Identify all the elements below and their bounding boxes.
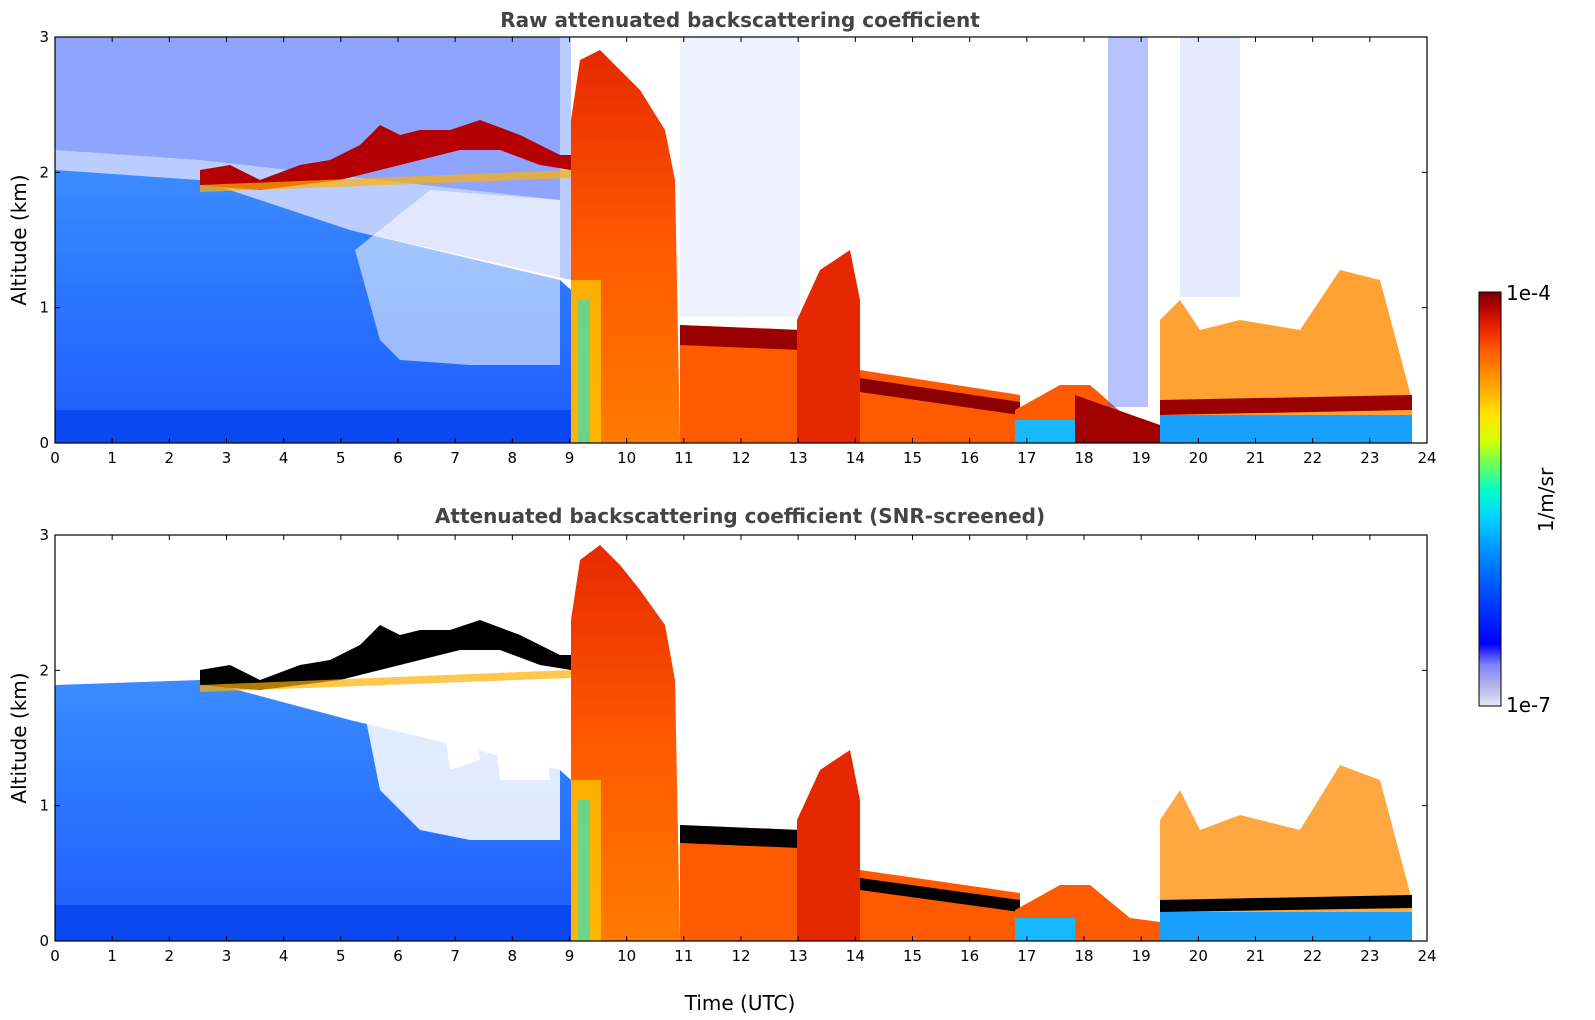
x-tick-label: 20 <box>1189 947 1208 965</box>
x-tick-label: 18 <box>1074 449 1093 467</box>
x-tick-label: 16 <box>960 449 979 467</box>
x-tick-label: 2 <box>165 449 175 467</box>
colorbar-max-label: 1e-4 <box>1506 281 1551 305</box>
x-tick-label: 15 <box>903 947 922 965</box>
x-tick-label: 7 <box>450 947 460 965</box>
x-tick-label: 17 <box>1017 947 1036 965</box>
x-tick-label: 11 <box>674 449 693 467</box>
x-tick-label: 21 <box>1246 947 1265 965</box>
screened-plot-area: 0 1 2 3 4 5 6 7 8 9 10 11 12 13 14 15 16 17 18 19 20 21 22 23 24… <box>39 526 1436 965</box>
x-tick-label: 3 <box>222 947 232 965</box>
x-tick-label: 19 <box>1132 449 1151 467</box>
colorbar-min-label: 1e-7 <box>1506 693 1551 717</box>
screened-xlabel: Time (UTC) <box>684 991 796 1015</box>
y-tick-label: 1 <box>39 797 49 815</box>
colorbar-scale <box>1478 291 1502 707</box>
x-tick-label: 9 <box>565 947 575 965</box>
x-tick-label: 1 <box>107 449 117 467</box>
x-tick-label: 7 <box>450 449 460 467</box>
x-tick-label: 23 <box>1360 449 1379 467</box>
x-tick-label: 8 <box>508 947 518 965</box>
x-tick-label: 24 <box>1417 449 1436 467</box>
x-tick-label: 19 <box>1132 947 1151 965</box>
y-tick-label: 2 <box>39 661 49 679</box>
raw-panel-title: Raw attenuated backscattering coefficien… <box>500 8 980 32</box>
y-tick-label: 1 <box>39 299 49 317</box>
x-tick-label: 16 <box>960 947 979 965</box>
x-tick-label: 23 <box>1360 947 1379 965</box>
screened-backscatter-panel: Attenuated backscattering coefficient (S… <box>7 504 1437 1015</box>
y-tick-label: 0 <box>39 932 49 950</box>
x-tick-label: 13 <box>789 947 808 965</box>
x-tick-label: 5 <box>336 449 346 467</box>
x-tick-label: 4 <box>279 947 289 965</box>
y-tick-label: 3 <box>39 526 49 544</box>
x-tick-label: 21 <box>1246 449 1265 467</box>
x-tick-label: 5 <box>336 947 346 965</box>
x-tick-label: 4 <box>279 449 289 467</box>
x-tick-label: 17 <box>1017 449 1036 467</box>
x-tick-label: 12 <box>731 947 750 965</box>
raw-axis-ticks: 0 1 2 3 4 5 6 7 8 9 10 11 12 13 14 15 16 17 18 19 20 21 22 23 24… <box>39 28 1436 467</box>
colorbar: 1e-4 1e-7 1/m/sr <box>1478 281 1558 717</box>
screened-axis-ticks: 0 1 2 3 4 5 6 7 8 9 10 11 12 13 14 15 16 17 18 19 20 21 22 23 24… <box>39 526 1436 965</box>
x-tick-label: 14 <box>846 947 865 965</box>
x-tick-label: 18 <box>1074 947 1093 965</box>
y-tick-label: 0 <box>39 434 49 452</box>
x-tick-label: 10 <box>617 947 636 965</box>
x-tick-label: 11 <box>674 947 693 965</box>
raw-backscatter-panel: Raw attenuated backscattering coefficien… <box>7 8 1437 467</box>
colorbar-unit-label: 1/m/sr <box>1534 467 1558 532</box>
raw-heatmap <box>55 37 1427 443</box>
x-tick-label: 14 <box>846 449 865 467</box>
screened-ylabel: Altitude (km) <box>7 672 31 803</box>
x-tick-label: 13 <box>789 449 808 467</box>
x-tick-label: 0 <box>50 947 60 965</box>
raw-plot-area: 0 1 2 3 4 5 6 7 8 9 10 11 12 13 14 15 16 17 18 19 20 21 22 23 24… <box>39 28 1436 467</box>
aerosol-layer-blue <box>55 170 571 443</box>
x-tick-label: 12 <box>731 449 750 467</box>
x-tick-label: 0 <box>50 449 60 467</box>
x-tick-label: 20 <box>1189 449 1208 467</box>
x-tick-label: 22 <box>1303 947 1322 965</box>
x-tick-label: 6 <box>393 947 403 965</box>
x-tick-label: 15 <box>903 449 922 467</box>
x-tick-label: 22 <box>1303 449 1322 467</box>
x-tick-label: 2 <box>165 947 175 965</box>
x-tick-label: 8 <box>508 449 518 467</box>
x-tick-label: 9 <box>565 449 575 467</box>
x-tick-label: 1 <box>107 947 117 965</box>
screened-heatmap <box>55 535 1427 941</box>
x-tick-label: 6 <box>393 449 403 467</box>
x-tick-label: 3 <box>222 449 232 467</box>
x-tick-label: 24 <box>1417 947 1436 965</box>
y-tick-label: 3 <box>39 28 49 46</box>
screened-panel-title: Attenuated backscattering coefficient (S… <box>435 504 1045 528</box>
x-tick-label: 10 <box>617 449 636 467</box>
elevated-cloud-layer <box>200 120 571 190</box>
raw-ylabel: Altitude (km) <box>7 174 31 305</box>
y-tick-label: 2 <box>39 163 49 181</box>
